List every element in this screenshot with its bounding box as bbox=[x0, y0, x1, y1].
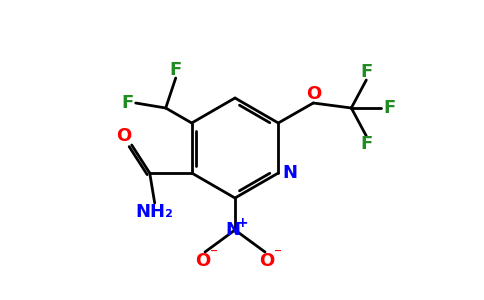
Text: O: O bbox=[259, 252, 274, 270]
Text: F: F bbox=[360, 135, 372, 153]
Text: F: F bbox=[121, 94, 134, 112]
Text: ⁻: ⁻ bbox=[274, 247, 282, 262]
Text: ⁻: ⁻ bbox=[210, 247, 218, 262]
Text: NH₂: NH₂ bbox=[136, 203, 174, 221]
Text: N: N bbox=[282, 164, 297, 182]
Text: N: N bbox=[226, 221, 241, 239]
Text: F: F bbox=[383, 99, 395, 117]
Text: O: O bbox=[116, 127, 131, 145]
Text: F: F bbox=[360, 63, 372, 81]
Text: O: O bbox=[196, 252, 211, 270]
Text: +: + bbox=[236, 216, 248, 230]
Text: O: O bbox=[306, 85, 321, 103]
Text: F: F bbox=[169, 61, 182, 79]
